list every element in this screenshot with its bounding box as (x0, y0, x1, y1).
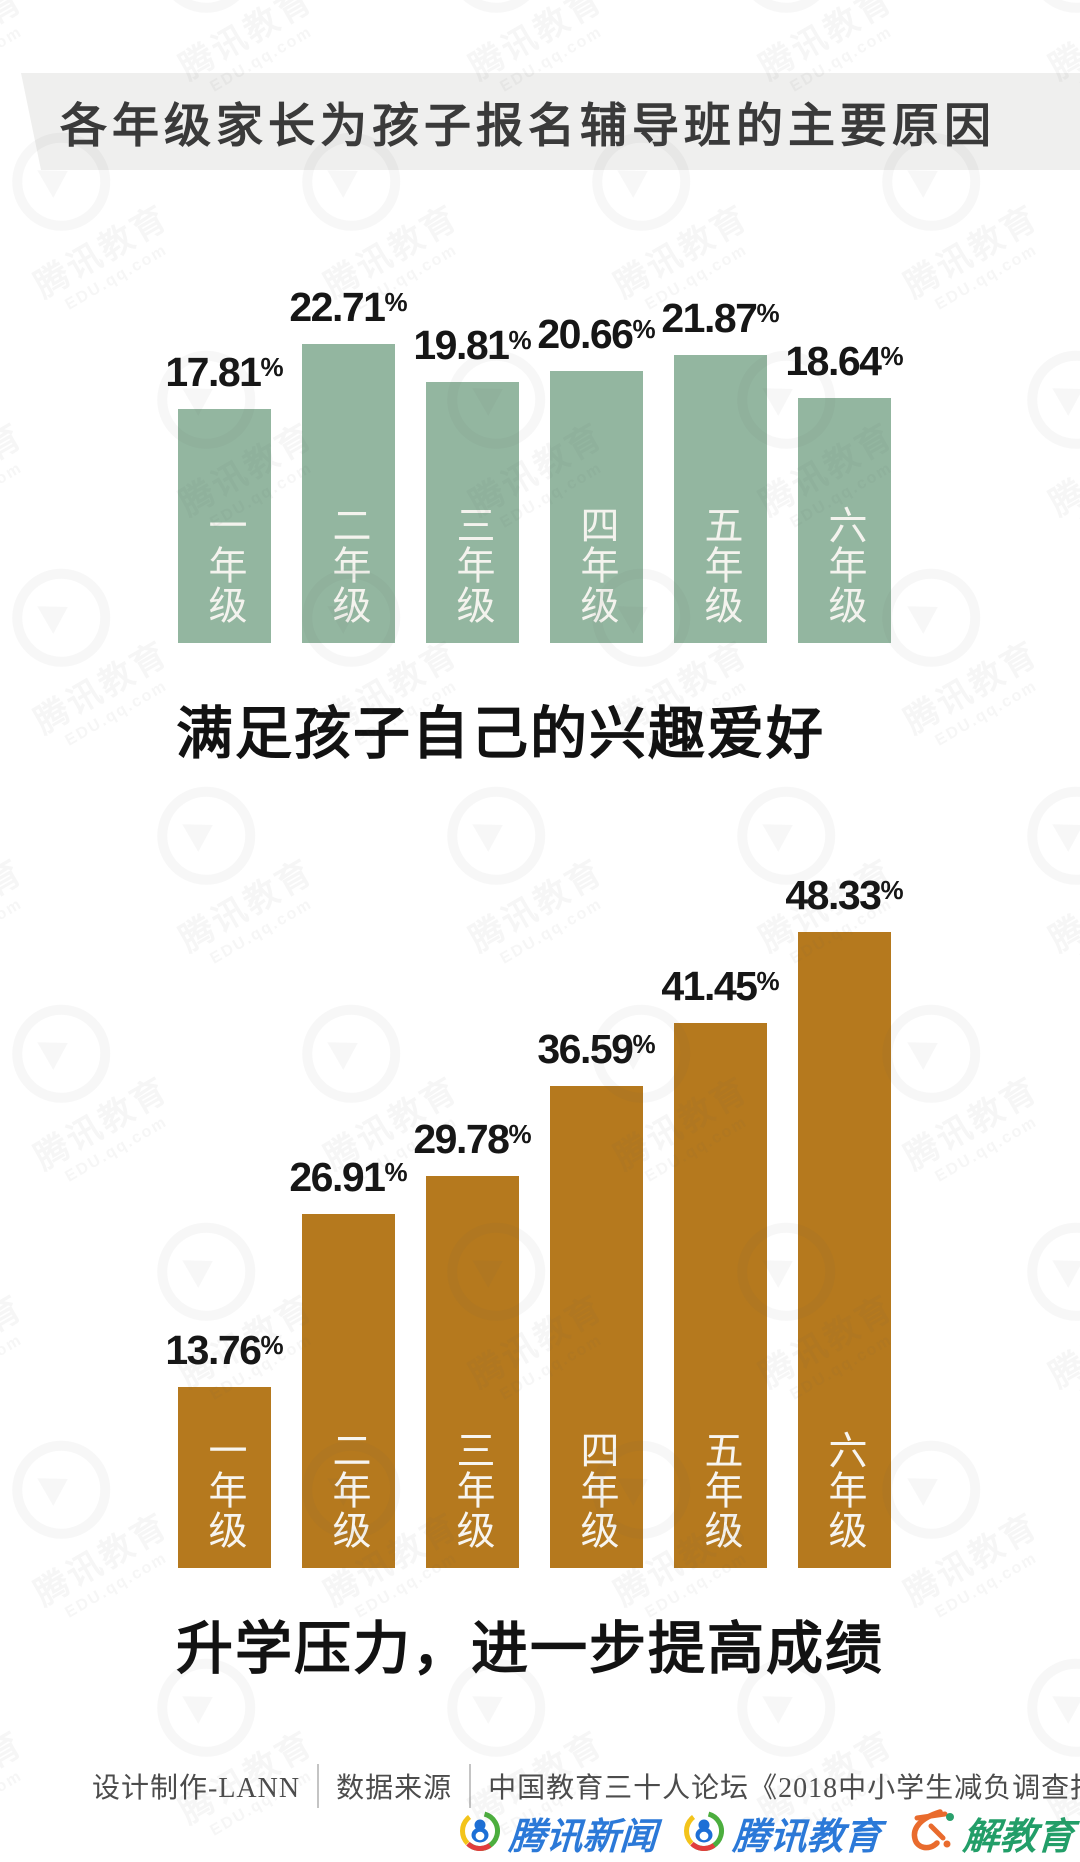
chart-1-value-label-grade-2: 22.71% (289, 284, 408, 330)
bar-category-label: 一年级 (203, 505, 246, 625)
divider (317, 1764, 320, 1808)
chart-2-value-label-grade-4: 36.59% (537, 1026, 656, 1072)
chart-1-bar-grade-1: 一年级 (178, 409, 271, 643)
tencent-news-label: 腾讯新闻 (507, 1816, 658, 1857)
bar-category-label: 二年级 (327, 1430, 370, 1550)
chart-2-value-label-grade-1: 13.76% (165, 1327, 284, 1373)
chart-2-bar-grade-2: 二年级 (302, 1214, 395, 1568)
orange-swirl-mark-icon (907, 1808, 955, 1859)
bar-category-label: 一年级 (203, 1430, 246, 1550)
jiejiaoyu-label: 解教育 (961, 1816, 1075, 1857)
chart-2-value-label-grade-3: 29.78% (413, 1116, 532, 1162)
bar-category-label: 二年级 (327, 505, 370, 625)
chart-2-value-label-grade-2: 26.91% (289, 1154, 408, 1200)
chart-2-bar-grade-6: 六年级 (798, 932, 891, 1568)
chart-1-bar-grade-5: 五年级 (674, 355, 767, 643)
chart-2-bar-grade-3: 三年级 (426, 1176, 519, 1568)
chart-1-caption: 满足孩子自己的兴趣爱好 (176, 702, 825, 766)
tencent-news-logo: 腾讯新闻 (459, 1806, 658, 1860)
chart-2-bar-grade-1: 一年级 (178, 1387, 271, 1568)
chart-1-value-label-grade-1: 17.81% (165, 349, 284, 395)
source-text: 中国教育三十人论坛《2018中小学生减负调查报告》 (488, 1773, 1080, 1804)
chart-1-bar-grade-2: 二年级 (302, 344, 395, 643)
chart-1-value-label-grade-3: 19.81% (413, 322, 532, 368)
chart-1-value-label-grade-6: 18.64% (785, 338, 904, 384)
page-title: 各年级家长为孩子报名辅导班的主要原因 (60, 99, 996, 152)
chart-2-value-label-grade-5: 41.45% (661, 963, 780, 1009)
jiejiaoyu-logo: 解教育 (907, 1806, 1075, 1860)
bar-category-label: 五年级 (699, 1430, 742, 1550)
chart-1-bar-grade-6: 六年级 (798, 398, 891, 643)
footer-logos: 腾讯新闻 腾讯教育 (459, 1806, 1075, 1860)
chart-2-bar-grade-4: 四年级 (550, 1086, 643, 1568)
bar-category-label: 六年级 (823, 505, 866, 625)
credit-row: 设计制作-LANN 数据来源 中国教育三十人论坛《2018中小学生减负调查报告》 (92, 1764, 1080, 1808)
tencent-education-logo: 腾讯教育 (683, 1806, 882, 1860)
divider (469, 1764, 472, 1808)
chart-1-value-label-grade-5: 21.87% (661, 295, 780, 341)
title-band: 各年级家长为孩子报名辅导班的主要原因 (21, 73, 1080, 170)
bar-category-label: 四年级 (575, 1430, 618, 1550)
chart-1-value-label-grade-4: 20.66% (537, 311, 656, 357)
bar-category-label: 三年级 (451, 505, 494, 625)
chart-2-caption: 升学压力，进一步提高成绩 (176, 1617, 884, 1681)
bar-category-label: 三年级 (451, 1430, 494, 1550)
bar-category-label: 五年级 (699, 505, 742, 625)
credit-designer: 设计制作-LANN (92, 1773, 301, 1804)
tencent-ring-penguin-icon (683, 1810, 725, 1857)
bar-category-label: 六年级 (823, 1430, 866, 1550)
bar-category-label: 四年级 (575, 505, 618, 625)
tencent-education-label: 腾讯教育 (731, 1816, 882, 1857)
chart-1-bar-grade-3: 三年级 (426, 382, 519, 643)
chart-2-value-label-grade-6: 48.33% (785, 872, 904, 918)
source-label: 数据来源 (336, 1773, 453, 1804)
chart-2-bar-grade-5: 五年级 (674, 1023, 767, 1568)
chart-1-bar-grade-4: 四年级 (550, 371, 643, 643)
tencent-ring-penguin-icon (459, 1810, 501, 1857)
